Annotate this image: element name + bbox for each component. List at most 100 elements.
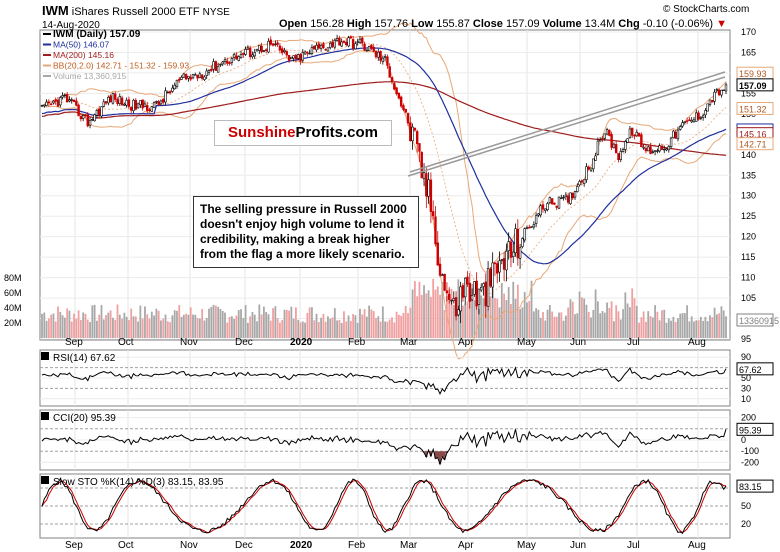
candle-body [374,50,378,58]
volume-bar [514,298,517,338]
y-tick-label: 125 [741,211,756,221]
candle-body [422,172,426,179]
candle-body [557,196,561,209]
candle-body [496,263,499,274]
volume-bar [519,308,522,338]
volume-bar [109,310,112,338]
y-tick-label: 170 [741,27,756,37]
candle-body [704,110,707,116]
volume-bar [603,312,606,338]
volume-bar [462,305,464,338]
candle-body [445,290,449,294]
candle-body [246,47,250,50]
volume-bar [635,305,638,338]
volume-bar [240,309,242,338]
volume-bar [427,290,430,338]
volume-bar [137,321,139,338]
volume-bar [725,316,727,338]
volume-bar [281,320,284,338]
candle-body [397,92,401,99]
candle-body [653,150,657,152]
candle-body [91,118,94,121]
volume-bar [304,322,306,338]
candle-body [454,297,458,317]
candle-body [81,115,85,119]
x-tick-label-top: Dec [235,337,253,348]
volume-bar [262,306,265,338]
volume-bar [182,314,185,338]
volume-bar [464,303,467,338]
volume-bar [102,319,105,338]
volume-bar [532,311,535,338]
volume-bar [425,293,428,338]
candle-body [539,205,542,216]
candle-body [95,109,99,116]
price-tag-label: 13360915 [739,316,779,326]
candle-body [292,55,295,59]
candle-body [628,128,632,138]
candle-body [633,134,636,137]
candle-body [132,99,135,112]
candle-body [315,44,318,51]
candle-body [669,137,673,147]
cci-tag-label: 95.39 [739,425,762,435]
candle-body [697,112,700,120]
volume-bar [75,318,78,338]
candle-body [203,76,206,81]
volume-bar [615,305,618,338]
volume-bar [567,307,570,338]
volume-bar [146,314,149,338]
volume-bar [439,294,441,338]
volume-bar [345,321,348,338]
candle-body [477,288,481,305]
volume-tick-label: 80M [4,273,22,283]
volume-bar [622,309,624,338]
volume-bar [105,315,107,338]
watermark: © StockCharts.com [663,4,750,15]
volume-bar [251,312,254,338]
volume-bar [82,312,85,338]
candle-body [386,56,389,66]
volume-bar [52,313,55,338]
candle-body [313,45,316,50]
volume-bar [450,288,453,338]
volume-bar [242,317,245,338]
volume-bar [139,305,142,338]
candle-body [251,54,254,58]
y-tick-label: 105 [741,293,756,303]
candle-body [459,286,462,312]
volume-bar [214,305,217,338]
open-value: 156.28 [310,18,344,30]
volume-bar [128,320,130,338]
volume-bar [395,311,398,338]
candle-body [388,66,391,78]
x-tick-label-top: Aug [688,337,706,348]
volume-bar [198,318,201,338]
candle-body [502,258,506,270]
volume-bar [670,320,672,338]
security-name: iShares Russell 2000 ETF [71,6,200,18]
candle-body [127,99,131,107]
volume-bar [253,314,256,338]
volume-bar [715,314,718,338]
candle-body [358,38,362,43]
volume-bar [530,280,533,338]
candle-body [365,49,369,51]
volume-bar [629,307,631,338]
rsi-tick-label: 90 [741,352,751,362]
volume-bar [162,318,165,338]
candle-body [701,115,705,118]
volume-bar [693,321,695,338]
candle-body [189,77,192,80]
candle-body [491,262,494,288]
volume-bar [272,308,274,338]
candle-body [200,74,204,79]
volume-bar [63,317,66,338]
volume-bar [400,315,403,338]
volume-bar [363,309,366,338]
candle-body [123,103,126,106]
candle-body [372,46,375,52]
candle-body [63,94,67,97]
y-tick-label: 130 [741,191,756,201]
candle-body [285,51,288,56]
